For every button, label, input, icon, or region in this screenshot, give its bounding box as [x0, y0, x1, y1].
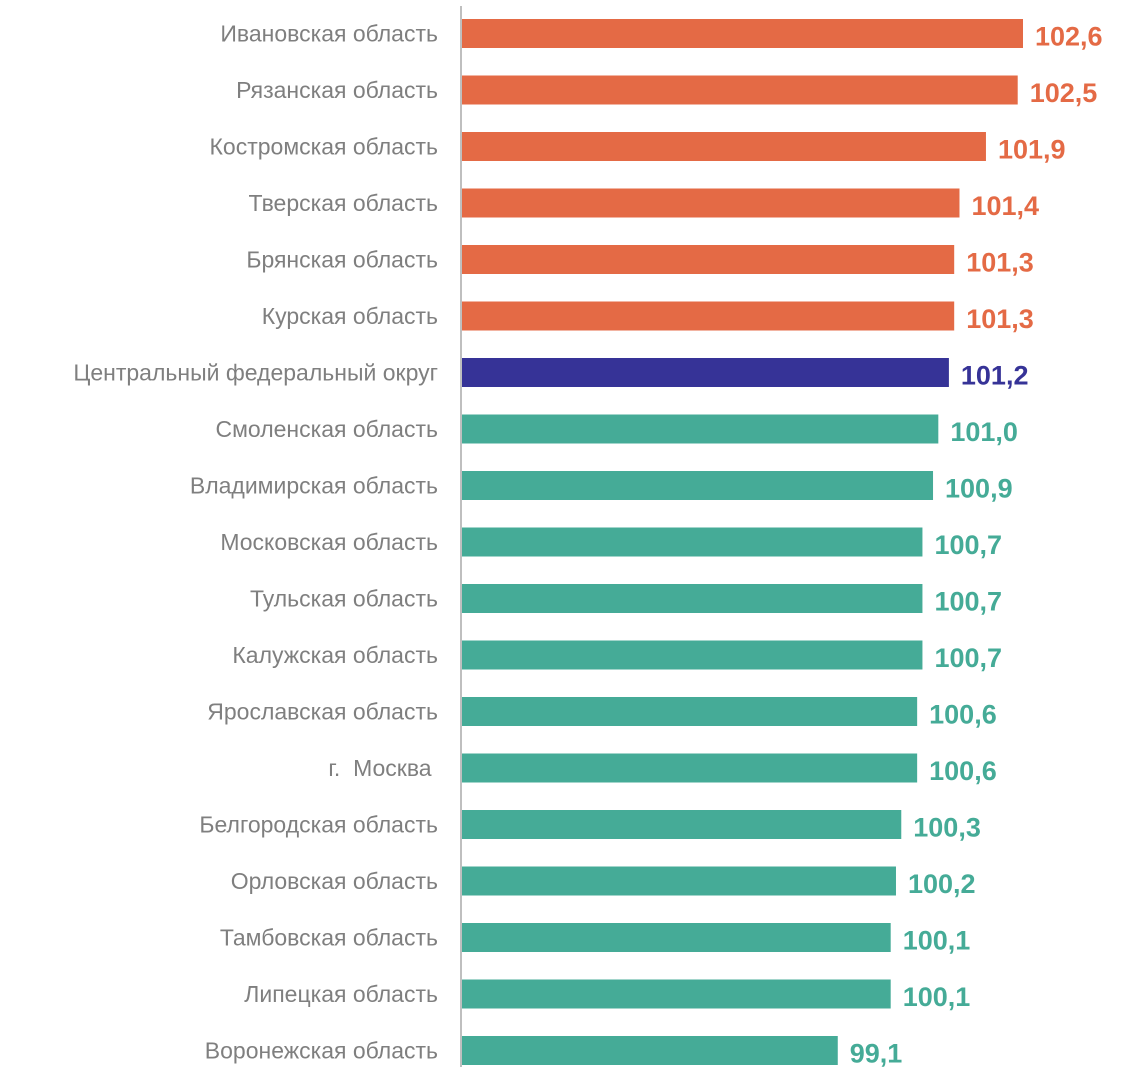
- bar-6: [462, 358, 949, 387]
- bar-3: [462, 188, 960, 218]
- category-label-6: Центральный федеральный округ: [73, 360, 438, 386]
- category-label-10: Тульская область: [250, 586, 438, 612]
- bar-4: [462, 245, 955, 274]
- category-label-8: Владимирская область: [190, 473, 438, 499]
- category-label-14: Белгородская область: [199, 812, 438, 838]
- bar-17: [462, 979, 891, 1009]
- value-label-7: 101,0: [950, 417, 1018, 447]
- category-label-15: Орловская область: [231, 868, 438, 894]
- bar-18: [462, 1036, 838, 1065]
- bar-16: [462, 923, 891, 952]
- category-label-4: Брянская область: [246, 247, 438, 273]
- value-label-11: 100,7: [934, 643, 1002, 673]
- value-label-8: 100,9: [945, 474, 1013, 504]
- category-label-5: Курская область: [262, 303, 438, 329]
- bar-11: [462, 640, 923, 670]
- bar-12: [462, 697, 918, 726]
- labels-layer: Ивановская область 102,6 Рязанская область…: [73, 21, 1102, 1067]
- bar-8: [462, 471, 934, 500]
- category-label-7: Смоленская область: [216, 416, 439, 442]
- category-label-12: Ярославская область: [207, 699, 438, 725]
- value-label-10: 100,7: [934, 587, 1002, 617]
- category-label-0: Ивановская область: [220, 21, 438, 47]
- bar-15: [462, 866, 896, 896]
- bar-0: [462, 19, 1023, 48]
- bar-2: [462, 132, 986, 161]
- bar-10: [462, 584, 923, 613]
- bars-layer: [462, 19, 1023, 1065]
- value-label-6: 101,2: [961, 361, 1029, 391]
- category-label-13: г. Москва: [328, 755, 438, 781]
- value-label-18: 99,1: [850, 1039, 903, 1067]
- category-label-18: Воронежская область: [205, 1038, 438, 1064]
- value-label-5: 101,3: [966, 304, 1034, 334]
- category-label-1: Рязанская область: [236, 77, 438, 103]
- bar-1: [462, 75, 1018, 105]
- value-label-2: 101,9: [998, 135, 1066, 165]
- category-label-3: Тверская область: [249, 190, 438, 216]
- value-label-4: 101,3: [966, 248, 1034, 278]
- value-label-3: 101,4: [971, 191, 1039, 221]
- value-label-14: 100,3: [913, 813, 981, 843]
- value-label-16: 100,1: [903, 926, 971, 956]
- value-label-17: 100,1: [903, 982, 971, 1012]
- value-label-1: 102,5: [1030, 78, 1098, 108]
- value-label-15: 100,2: [908, 869, 976, 899]
- value-label-9: 100,7: [934, 530, 1002, 560]
- bar-13: [462, 753, 918, 783]
- value-label-12: 100,6: [929, 700, 997, 730]
- category-label-17: Липецкая область: [244, 981, 438, 1007]
- bar-14: [462, 810, 902, 839]
- bar-7: [462, 414, 939, 444]
- category-label-11: Калужская область: [232, 642, 438, 668]
- bar-5: [462, 301, 955, 331]
- value-label-0: 102,6: [1035, 22, 1103, 52]
- category-label-2: Костромская область: [210, 134, 439, 160]
- category-label-9: Московская область: [220, 529, 438, 555]
- category-label-16: Тамбовская область: [220, 925, 438, 951]
- value-label-13: 100,6: [929, 756, 997, 786]
- bar-9: [462, 527, 923, 557]
